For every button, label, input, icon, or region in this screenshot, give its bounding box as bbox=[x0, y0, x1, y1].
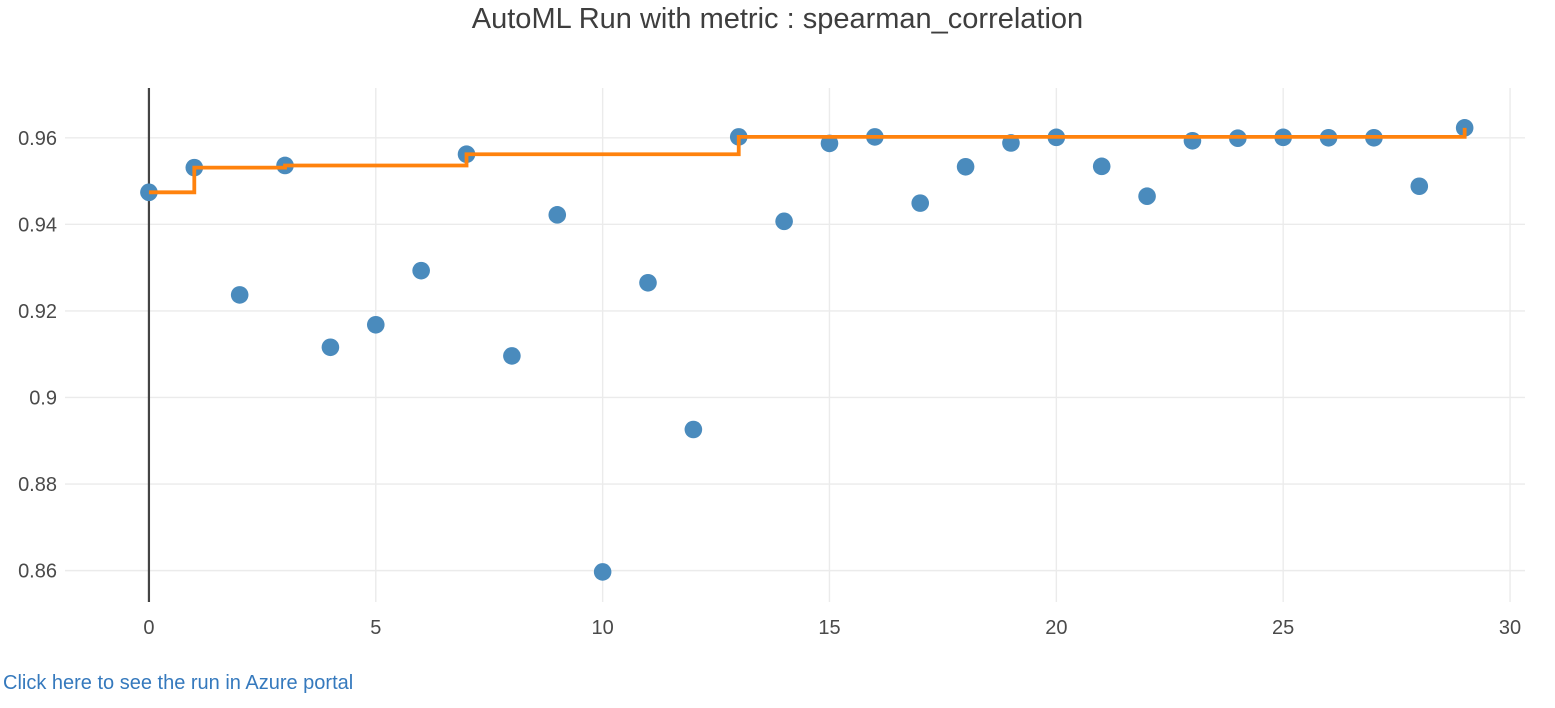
azure-portal-link[interactable]: Click here to see the run in Azure porta… bbox=[3, 672, 354, 694]
scatter-point bbox=[321, 338, 340, 357]
scatter-point bbox=[1183, 132, 1202, 150]
best-metric-step-line bbox=[148, 127, 1467, 195]
y-tick-label: 0.92 bbox=[18, 301, 57, 323]
plot-svg[interactable]: 0.86 0.88 0.9 0.92 0.94 0.96 0 5 10 15 20 25 30 bbox=[0, 0, 1555, 660]
scatter-point bbox=[911, 194, 930, 212]
x-tick-label: 30 bbox=[1499, 617, 1521, 639]
scatter-point bbox=[1092, 157, 1111, 176]
y-tick-label: 0.9 bbox=[29, 387, 57, 409]
x-tick-label: 15 bbox=[818, 617, 840, 639]
scatter-point bbox=[593, 563, 612, 581]
scatter-point bbox=[1138, 187, 1156, 206]
x-tick-label: 20 bbox=[1045, 617, 1067, 639]
x-tick-label: 5 bbox=[370, 617, 381, 639]
scatter-point bbox=[684, 420, 703, 439]
chart-title: AutoML Run with metric : spearman_correl… bbox=[471, 3, 1084, 35]
scatter-point bbox=[1410, 177, 1429, 196]
scatter-point bbox=[366, 315, 385, 334]
scatter-point bbox=[230, 286, 249, 304]
scatter-point bbox=[956, 157, 975, 176]
y-tick-label: 0.86 bbox=[18, 561, 57, 583]
x-tick-label: 10 bbox=[592, 617, 614, 639]
x-tick-label: 25 bbox=[1272, 617, 1294, 639]
scatter-point bbox=[820, 134, 839, 153]
scatter-point bbox=[548, 206, 567, 224]
y-tick-label: 0.94 bbox=[18, 214, 57, 236]
y-tick-label: 0.88 bbox=[18, 474, 57, 496]
scatter-point bbox=[503, 347, 521, 365]
x-tick-label: 0 bbox=[143, 617, 154, 639]
scatter-point bbox=[412, 261, 430, 280]
scatter-point bbox=[775, 212, 793, 231]
y-tick-label: 0.96 bbox=[18, 128, 57, 150]
scatter-point bbox=[639, 273, 657, 292]
